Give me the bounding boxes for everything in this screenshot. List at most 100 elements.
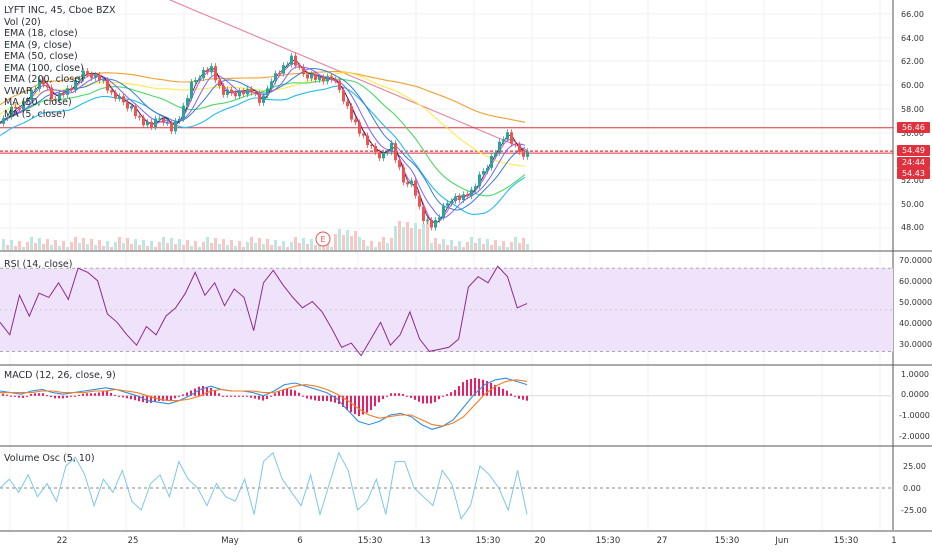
candle-body [202,69,205,79]
macd-title[interactable]: MACD (12, 26, close, 9) [4,370,116,381]
macd-histogram-bar [306,395,308,399]
indicator-ema9[interactable]: EMA (9, close) [4,39,72,51]
indicator-ema18[interactable]: EMA (18, close) [4,28,78,39]
candle-body [506,132,509,140]
candle-body [462,194,465,201]
indicator-ema100[interactable]: EMA (100, close) [4,62,84,74]
volume-bar [358,237,361,250]
candle-body [458,196,461,201]
macd-histogram-bar [470,378,472,396]
candle-body [426,219,429,221]
symbol-title[interactable]: LYFT INC, 45, Cboe BZX [4,5,116,16]
volume-bar [350,236,353,250]
volume-bar [54,240,57,250]
volume-bar [22,247,25,250]
candle-body [278,73,281,75]
candle-body [162,118,165,123]
indicator-ema50[interactable]: EMA (50, close) [4,51,78,62]
candle-body [154,118,157,128]
volume-bar [42,244,45,250]
macd-histogram-bar [174,395,176,399]
indicator-ema200[interactable]: EMA (200, close) [4,74,84,85]
macd-histogram-bar [114,394,116,396]
rsi-tick: 60.0000 [899,277,932,286]
volume-bar [238,241,241,250]
volume-bar [38,238,41,250]
volume-bar [114,242,117,250]
candle-body [62,93,65,95]
volume-bar [14,246,17,250]
indicator-vol[interactable]: Vol (20) [4,16,41,28]
candle-body [186,98,189,106]
macd-histogram-bar [86,393,88,396]
candle-body [190,82,193,99]
candle-body [342,90,345,102]
candle-body [126,102,129,109]
volosc-title[interactable]: Volume Osc (5, 10) [4,453,95,464]
macd-histogram-bar [514,395,516,397]
macd-histogram-bar [282,389,284,396]
candle-body [58,93,61,101]
candle-body [22,101,25,110]
macd-histogram-bar [366,395,368,413]
volume-bar [198,247,201,250]
volume-bar [186,240,189,250]
candle-body [442,205,445,218]
candle-body [354,119,357,123]
macd-histogram-bar [374,395,376,407]
rsi-tick: 40.0000 [899,319,932,328]
macd-histogram-bar [242,395,244,397]
volume-bar [6,245,9,250]
volosc-tick: 0.00 [903,484,921,493]
volume-bar [406,222,409,250]
macd-histogram-bar [134,395,136,401]
macd-signal-line [0,379,528,427]
indicator-ma5[interactable]: MA (5, close) [4,108,66,120]
volume-bar [314,245,317,250]
macd-histogram-bar [50,395,52,398]
candle-body [30,89,33,100]
time-label: 15:30 [714,536,740,546]
volume-bar [282,241,285,250]
macd-histogram-bar [106,390,108,396]
volume-bar [522,238,525,250]
macd-histogram-bar [18,395,20,398]
volosc-line [0,451,528,520]
volume-bar [474,243,477,250]
volume-bar [130,244,133,250]
volume-bar [450,240,453,250]
volume-bar [334,234,337,250]
macd-histogram-bar [178,395,180,397]
macd-histogram-bar [334,395,336,403]
price-tag-countdown: 24:44 [897,157,930,168]
indicator-ma50[interactable]: MA (50, close) [4,97,72,108]
macd-histogram-bar [234,395,236,397]
volume-bar [254,243,257,250]
macd-histogram-bar [78,394,80,396]
indicator-vwap[interactable]: VWAP [4,85,32,97]
macd-histogram-bar [322,395,324,401]
candle-body [370,145,373,147]
candle-body [206,69,209,73]
candle-body [310,74,313,79]
candle-body [110,90,113,93]
macd-histogram-bar [526,395,528,401]
volume-bar [226,245,229,250]
volume-bar [490,245,493,250]
candle-body [454,196,457,201]
candle-body [434,219,437,228]
candle-body [106,80,109,91]
macd-histogram-bar [502,388,504,396]
candle-body [134,106,137,117]
volume-bar [454,246,457,250]
volume-bar [2,239,5,250]
macd-histogram-bar [42,393,44,396]
macd-histogram-bar [518,395,520,399]
rsi-title[interactable]: RSI (14, close) [4,259,73,270]
volume-bar [342,235,345,250]
volume-bar [326,241,329,250]
macd-histogram-bar [150,395,152,403]
candle-body [514,143,517,145]
